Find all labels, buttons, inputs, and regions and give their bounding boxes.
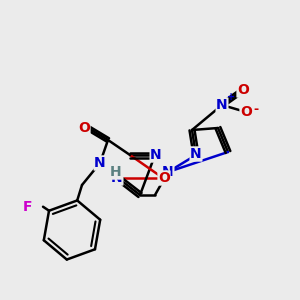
Text: O: O bbox=[237, 83, 249, 97]
Text: O: O bbox=[78, 121, 90, 135]
Text: N: N bbox=[216, 98, 228, 112]
Text: N: N bbox=[111, 171, 123, 185]
Text: O: O bbox=[158, 171, 170, 185]
Text: N: N bbox=[150, 148, 162, 162]
Text: H: H bbox=[110, 165, 122, 179]
Text: N: N bbox=[94, 156, 106, 170]
Text: N: N bbox=[162, 165, 174, 179]
Text: F: F bbox=[23, 200, 33, 214]
Text: -: - bbox=[254, 103, 259, 116]
Text: +: + bbox=[227, 92, 235, 102]
Text: N: N bbox=[190, 147, 202, 161]
Text: O: O bbox=[240, 105, 252, 119]
